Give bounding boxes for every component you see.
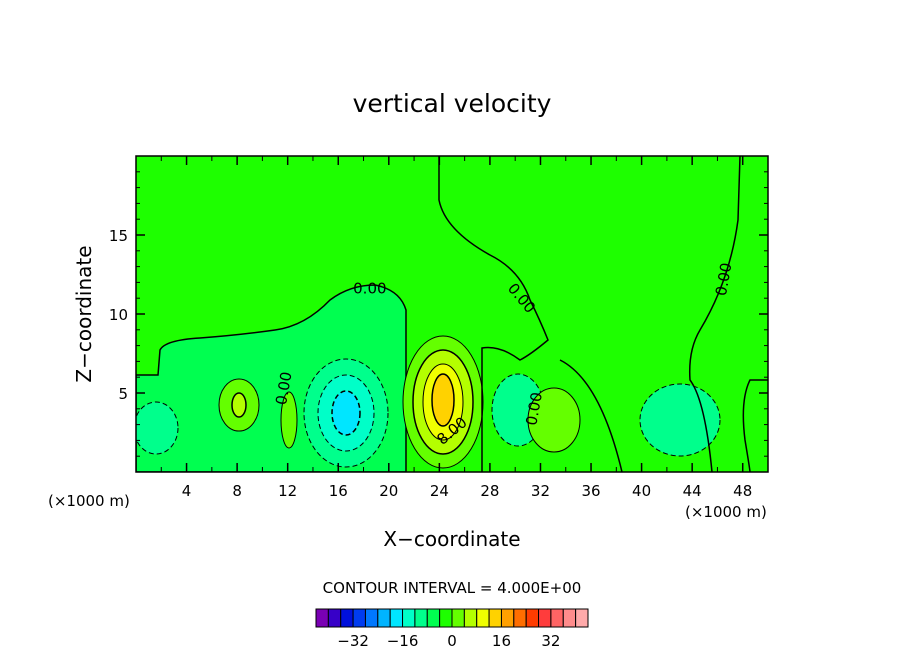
colorbar-swatch [364, 608, 379, 628]
x-tick-label: 12 [278, 482, 297, 500]
negative-cell-16-core [331, 390, 361, 436]
colorbar-swatch [550, 608, 564, 628]
colorbar: −32 −16 0 16 32 [315, 608, 589, 650]
negative-cell-44 [639, 383, 721, 457]
colorbar-swatch [327, 608, 342, 628]
positive-cell-33 [527, 387, 581, 453]
zero-contour-right-edge [742, 379, 768, 472]
colorbar-swatch [476, 608, 490, 628]
x-tick-label: 4 [182, 482, 192, 500]
colorbar-swatch [488, 608, 502, 628]
x-tick-label: 48 [733, 482, 752, 500]
y-tick-label: 5 [118, 385, 128, 403]
colorbar-tick-label: 16 [492, 632, 511, 650]
y-axis-label: Z−coordinate [72, 245, 96, 382]
colorbar-swatch [500, 608, 515, 628]
contour-label: 0.00 [522, 391, 546, 427]
x-tick-label: 8 [232, 482, 242, 500]
plot-area [136, 156, 768, 472]
colorbar-swatch [451, 608, 465, 628]
colorbar-swatch [575, 608, 589, 628]
colorbar-swatch [377, 608, 391, 628]
zero-contour-upper-middle [438, 156, 549, 472]
colorbar-tick-label: −16 [387, 632, 419, 650]
colorbar-tick-label: 0 [447, 632, 457, 650]
colorbar-swatch [402, 608, 416, 628]
colorbar-swatch [352, 608, 366, 628]
colorbar-swatch [414, 608, 428, 628]
colorbar-swatch [513, 608, 527, 628]
zero-contour-lower-right [559, 359, 623, 472]
y-axis: 5 10 15 [109, 171, 768, 457]
x-tick-label: 20 [379, 482, 398, 500]
colorbar-swatch [426, 608, 441, 628]
updraft-core [431, 373, 455, 427]
contour-interval-label: CONTOUR INTERVAL = 4.000E+00 [323, 579, 582, 597]
x-unit-left: (×1000 m) [48, 492, 130, 510]
y-tick-label: 15 [109, 227, 128, 245]
x-axis: 4 8 12 16 20 24 28 32 36 40 44 48 [160, 156, 752, 500]
colorbar-tick-label: −32 [337, 632, 369, 650]
colorbar-swatch [538, 608, 552, 628]
positive-cell-8-core [231, 392, 247, 418]
x-tick-label: 28 [480, 482, 499, 500]
contour-label: 0.00 [712, 261, 736, 297]
x-tick-label: 44 [683, 482, 702, 500]
contour-label: 0.00 [272, 370, 296, 406]
colorbar-swatch [562, 608, 577, 628]
x-unit-right: (×1000 m) [685, 503, 767, 521]
negative-cell-left [136, 401, 179, 455]
x-tick-label: 40 [632, 482, 651, 500]
positive-cell-12 [280, 391, 298, 449]
colorbar-swatch [463, 608, 478, 628]
zero-contour-upper-right [688, 156, 741, 472]
colorbar-tick-label: 32 [541, 632, 560, 650]
x-tick-label: 32 [531, 482, 550, 500]
colorbar-swatch [389, 608, 404, 628]
colorbar-swatch [340, 608, 354, 628]
x-tick-label: 24 [430, 482, 449, 500]
colorbar-swatch [315, 608, 329, 628]
x-tick-label: 36 [581, 482, 600, 500]
colorbar-swatch [525, 608, 540, 628]
x-tick-label: 16 [329, 482, 348, 500]
chart-title: vertical velocity [353, 89, 552, 118]
colorbar-swatch [439, 608, 453, 628]
contour-label: 0.00 [353, 280, 386, 298]
x-axis-label: X−coordinate [383, 527, 520, 551]
y-tick-label: 10 [109, 306, 128, 324]
